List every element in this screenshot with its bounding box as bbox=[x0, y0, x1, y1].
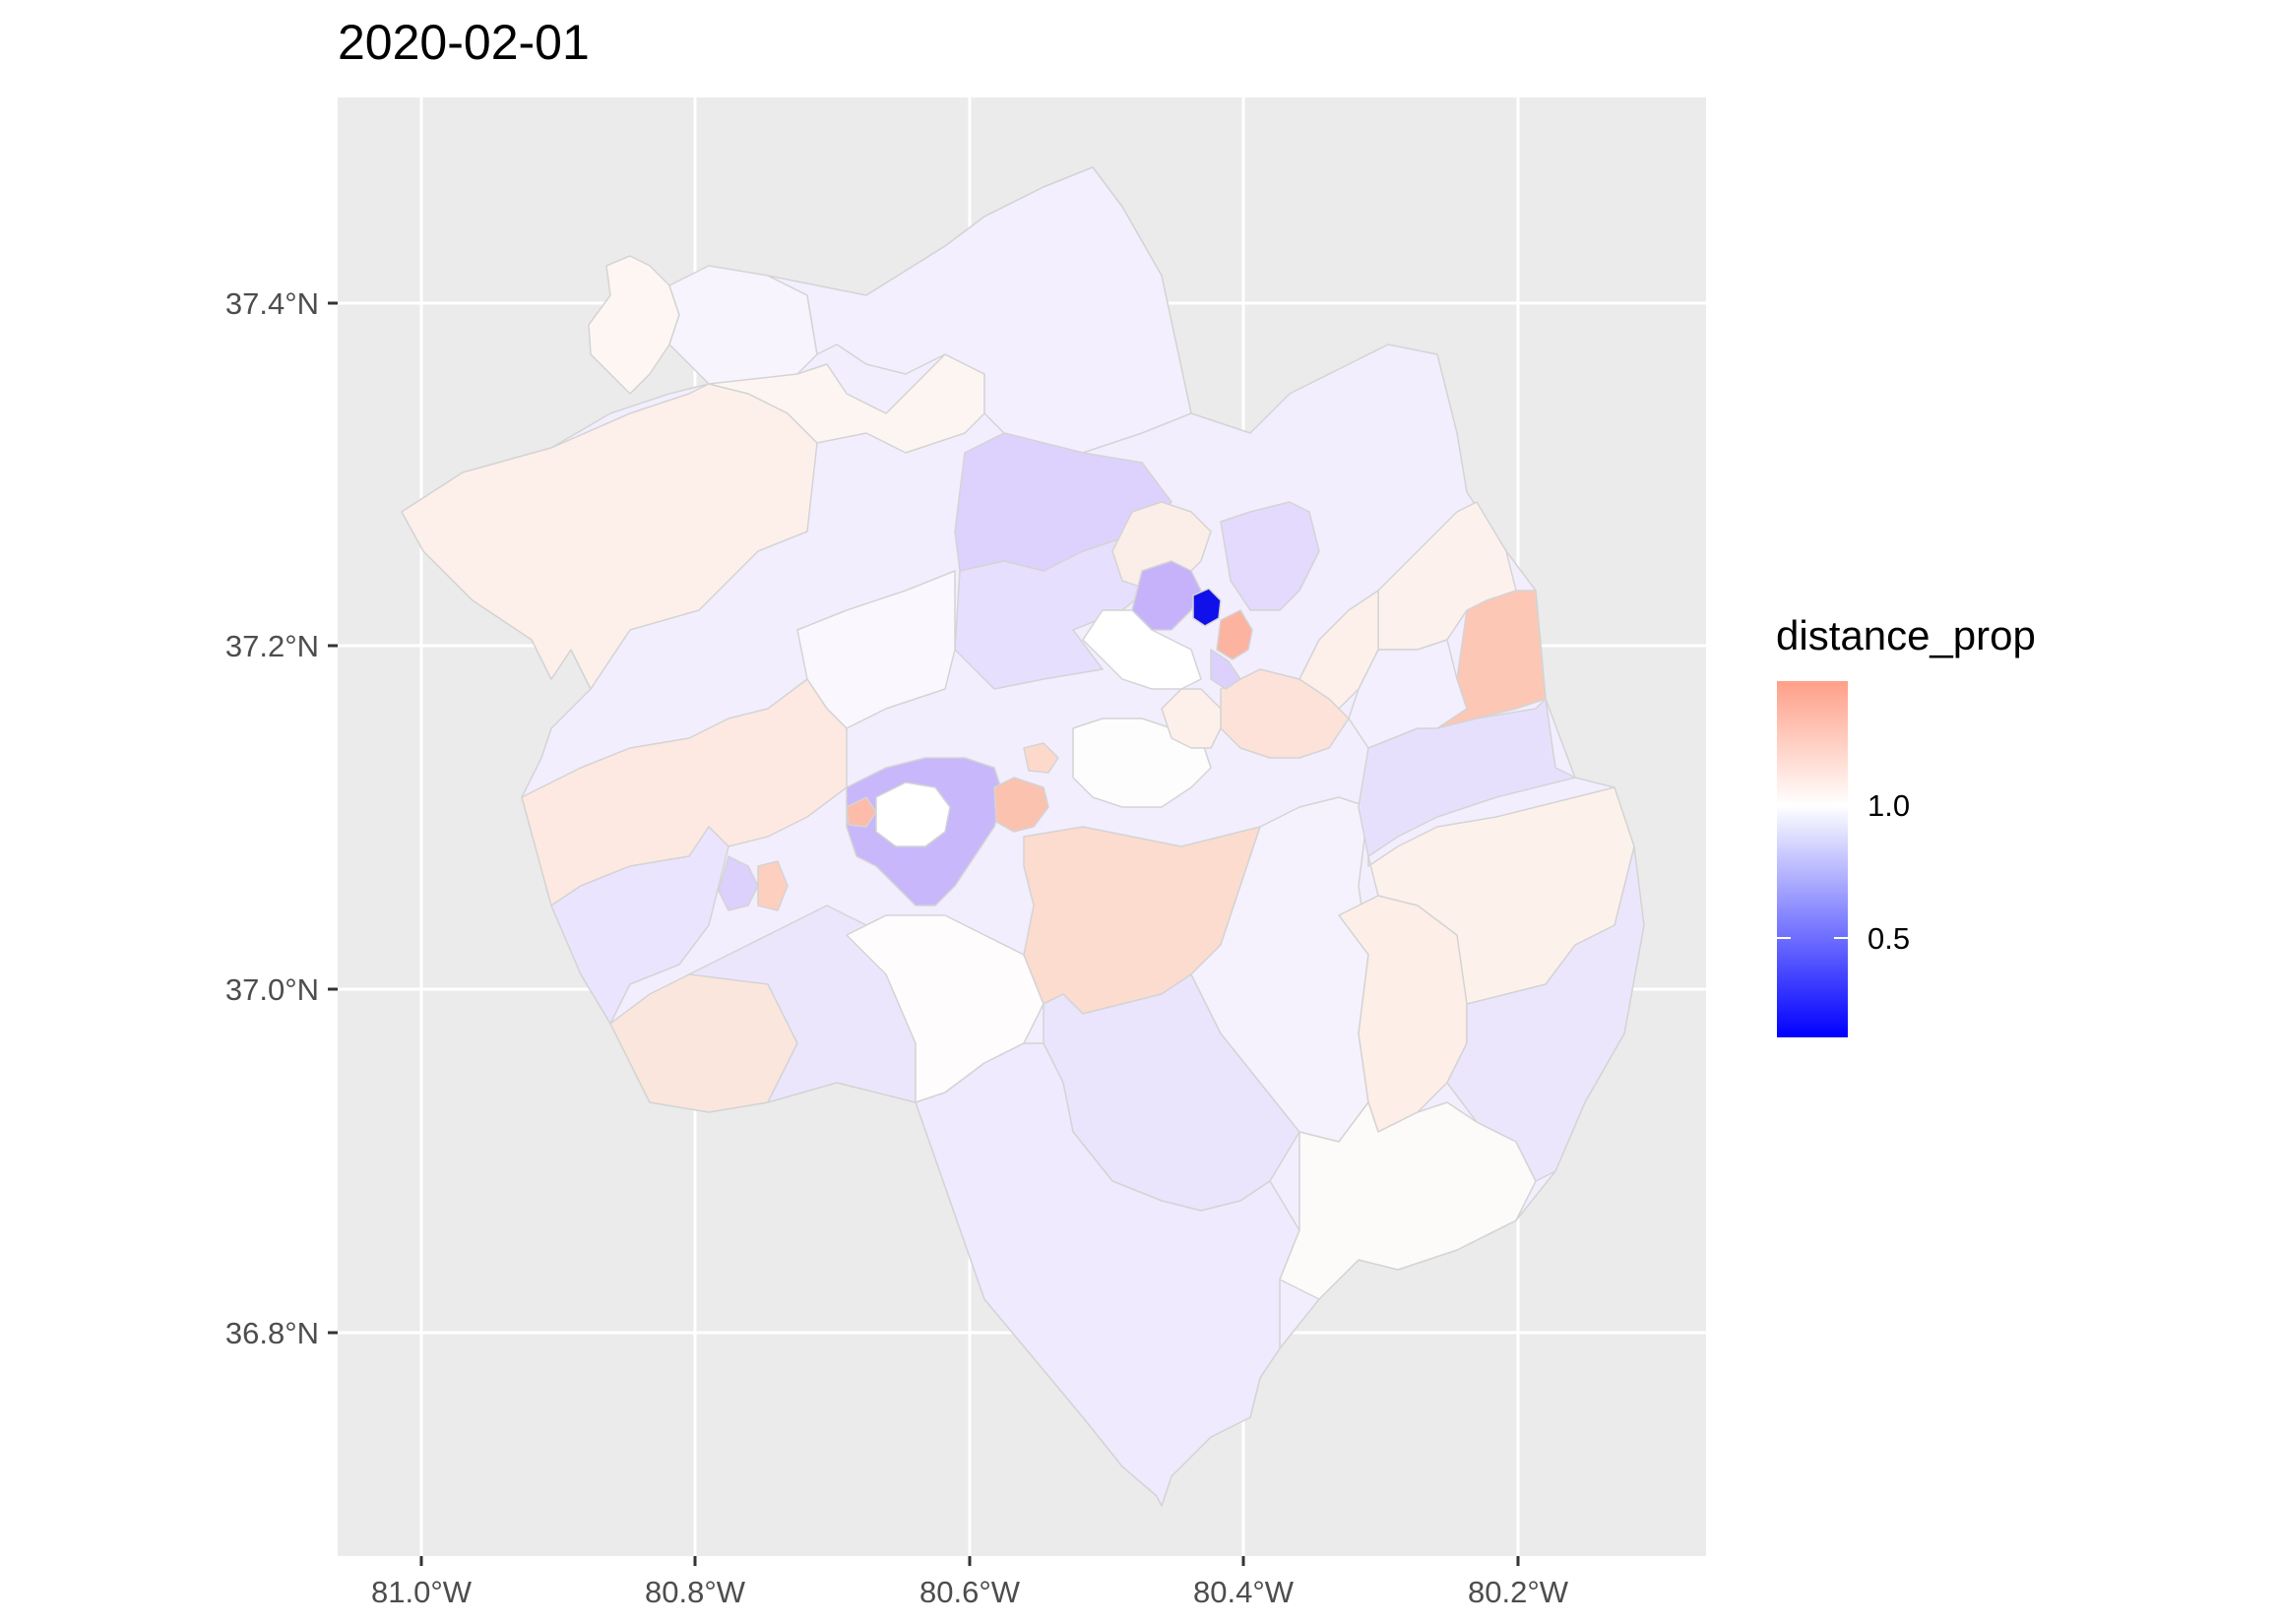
tract-small-lilac-west bbox=[718, 855, 759, 911]
y-tick-label: 36.8°N bbox=[225, 1316, 319, 1350]
tract-city-lilac bbox=[1210, 649, 1241, 690]
x-axis: 81.0°W 80.8°W 80.6°W 80.4°W 80.2°W bbox=[371, 1556, 1569, 1609]
tract-lake-white bbox=[875, 781, 951, 847]
y-tick-label: 37.4°N bbox=[225, 286, 319, 321]
legend-title: distance_prop bbox=[1776, 612, 2036, 658]
tract-northern-pale-purple bbox=[1220, 501, 1320, 611]
x-tick-label: 80.6°W bbox=[919, 1575, 1021, 1609]
y-tick-label: 37.0°N bbox=[225, 972, 319, 1007]
y-tick-label: 37.2°N bbox=[225, 629, 319, 663]
tract-center-coral bbox=[993, 777, 1049, 833]
tract-middle-peach bbox=[1161, 688, 1222, 749]
tract-west-coral bbox=[846, 796, 877, 828]
legend-label: 1.0 bbox=[1868, 788, 1910, 823]
tract-city-blue bbox=[1192, 588, 1222, 627]
tract-center-white-block bbox=[1082, 609, 1202, 690]
x-tick-label: 80.4°W bbox=[1193, 1575, 1295, 1609]
x-tick-label: 80.8°W bbox=[645, 1575, 746, 1609]
tract-east-peach-large bbox=[1367, 786, 1635, 1005]
tract-small-coral-west bbox=[757, 860, 789, 911]
x-tick-label: 80.2°W bbox=[1468, 1575, 1569, 1609]
plot-title: 2020-02-01 bbox=[338, 15, 590, 70]
tract-polygons bbox=[401, 166, 1645, 1507]
tract-east-north-peach bbox=[1298, 590, 1379, 710]
tract-west-large bbox=[401, 383, 818, 690]
x-tick-label: 81.0°W bbox=[371, 1575, 473, 1609]
y-axis: 37.4°N 37.2°N 37.0°N 36.8°N bbox=[225, 286, 338, 1350]
tract-south-tail bbox=[915, 1042, 1300, 1507]
tract-city-coral bbox=[1216, 609, 1253, 660]
legend-colorbar: 1.0 0.5 bbox=[1777, 681, 1910, 1037]
legend-label: 0.5 bbox=[1868, 921, 1910, 956]
tract-northeast-pale bbox=[1348, 639, 1468, 749]
tract-small-peach-center bbox=[1023, 742, 1059, 774]
